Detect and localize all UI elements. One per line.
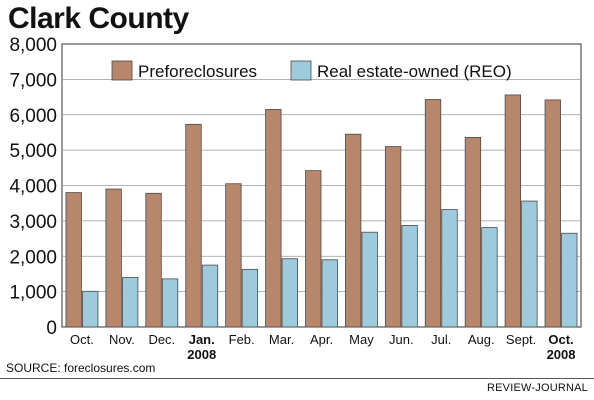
- bar-preforeclosures: [464, 136, 482, 328]
- bar-reo: [82, 290, 99, 328]
- x-tick-label: Apr.: [310, 332, 333, 347]
- y-tick-label: 5,000: [9, 141, 57, 162]
- publisher-credit: REVIEW-JOURNAL: [487, 382, 588, 394]
- y-tick-label: 3,000: [9, 212, 57, 233]
- bar-reo: [121, 277, 139, 328]
- bar-preforeclosures: [544, 99, 561, 328]
- bar-preforeclosures: [504, 94, 522, 328]
- bar-preforeclosures: [105, 188, 122, 328]
- x-tick-label: Mar.: [269, 332, 294, 347]
- legend-label-preforeclosures: Preforeclosures: [138, 62, 257, 81]
- x-tick-label: Oct.: [70, 332, 94, 347]
- bar-preforeclosures: [345, 133, 362, 328]
- bar-reo: [201, 264, 219, 328]
- x-tick-label: 2008: [187, 347, 216, 360]
- bar-preforeclosures: [65, 192, 82, 328]
- bar-preforeclosures: [265, 109, 282, 328]
- bar-reo: [161, 278, 179, 328]
- bar-reo: [561, 232, 578, 328]
- chart-title: Clark County: [8, 2, 189, 35]
- x-tick-label: Aug.: [468, 332, 495, 347]
- y-tick-label: 0: [46, 318, 57, 339]
- legend-swatch-reo: [290, 60, 312, 81]
- bar-preforeclosures: [384, 146, 402, 328]
- y-tick-label: 8,000: [9, 35, 57, 56]
- x-tick-label: Sept.: [506, 332, 536, 347]
- x-tick-label: Nov.: [109, 332, 135, 347]
- x-tick-label: Jan.: [189, 332, 215, 347]
- x-tick-label: 2008: [547, 347, 576, 360]
- legend-swatch-preforeclosures: [111, 60, 133, 81]
- y-tick-label: 6,000: [9, 106, 57, 127]
- bar-preforeclosures: [185, 123, 202, 328]
- bar-chart: 0 1,000 2,000 3,000 4,000 5,000 6,000 7,000 8,00…: [9, 35, 582, 360]
- x-tick-label: Dec.: [148, 332, 175, 347]
- bar-reo: [321, 259, 338, 328]
- x-tick-label: Jun.: [389, 332, 414, 347]
- source-note: SOURCE: foreclosures.com: [6, 361, 156, 375]
- y-tick-label: 7,000: [9, 70, 57, 91]
- bar-reo: [401, 225, 418, 328]
- bar-reo: [361, 231, 378, 328]
- bar-preforeclosures: [305, 170, 322, 328]
- y-tick-label: 1,000: [9, 283, 57, 304]
- bar-reo: [481, 227, 498, 328]
- y-tick-label: 2,000: [9, 247, 57, 268]
- bar-preforeclosures: [424, 99, 442, 328]
- bar-reo: [241, 268, 259, 328]
- footer-divider: [0, 378, 594, 379]
- x-tick-label: May: [349, 332, 374, 347]
- bar-reo: [441, 209, 458, 328]
- x-tick-label: Oct.: [548, 332, 573, 347]
- bar-preforeclosures: [225, 183, 242, 328]
- x-tick-label: Jul.: [431, 332, 451, 347]
- bar-reo: [521, 200, 538, 328]
- legend-label-reo: Real estate-owned (REO): [317, 62, 512, 81]
- bar-reo: [281, 258, 298, 328]
- x-tick-label: Feb.: [229, 332, 255, 347]
- y-tick-label: 4,000: [9, 177, 57, 198]
- bar-preforeclosures: [145, 192, 162, 328]
